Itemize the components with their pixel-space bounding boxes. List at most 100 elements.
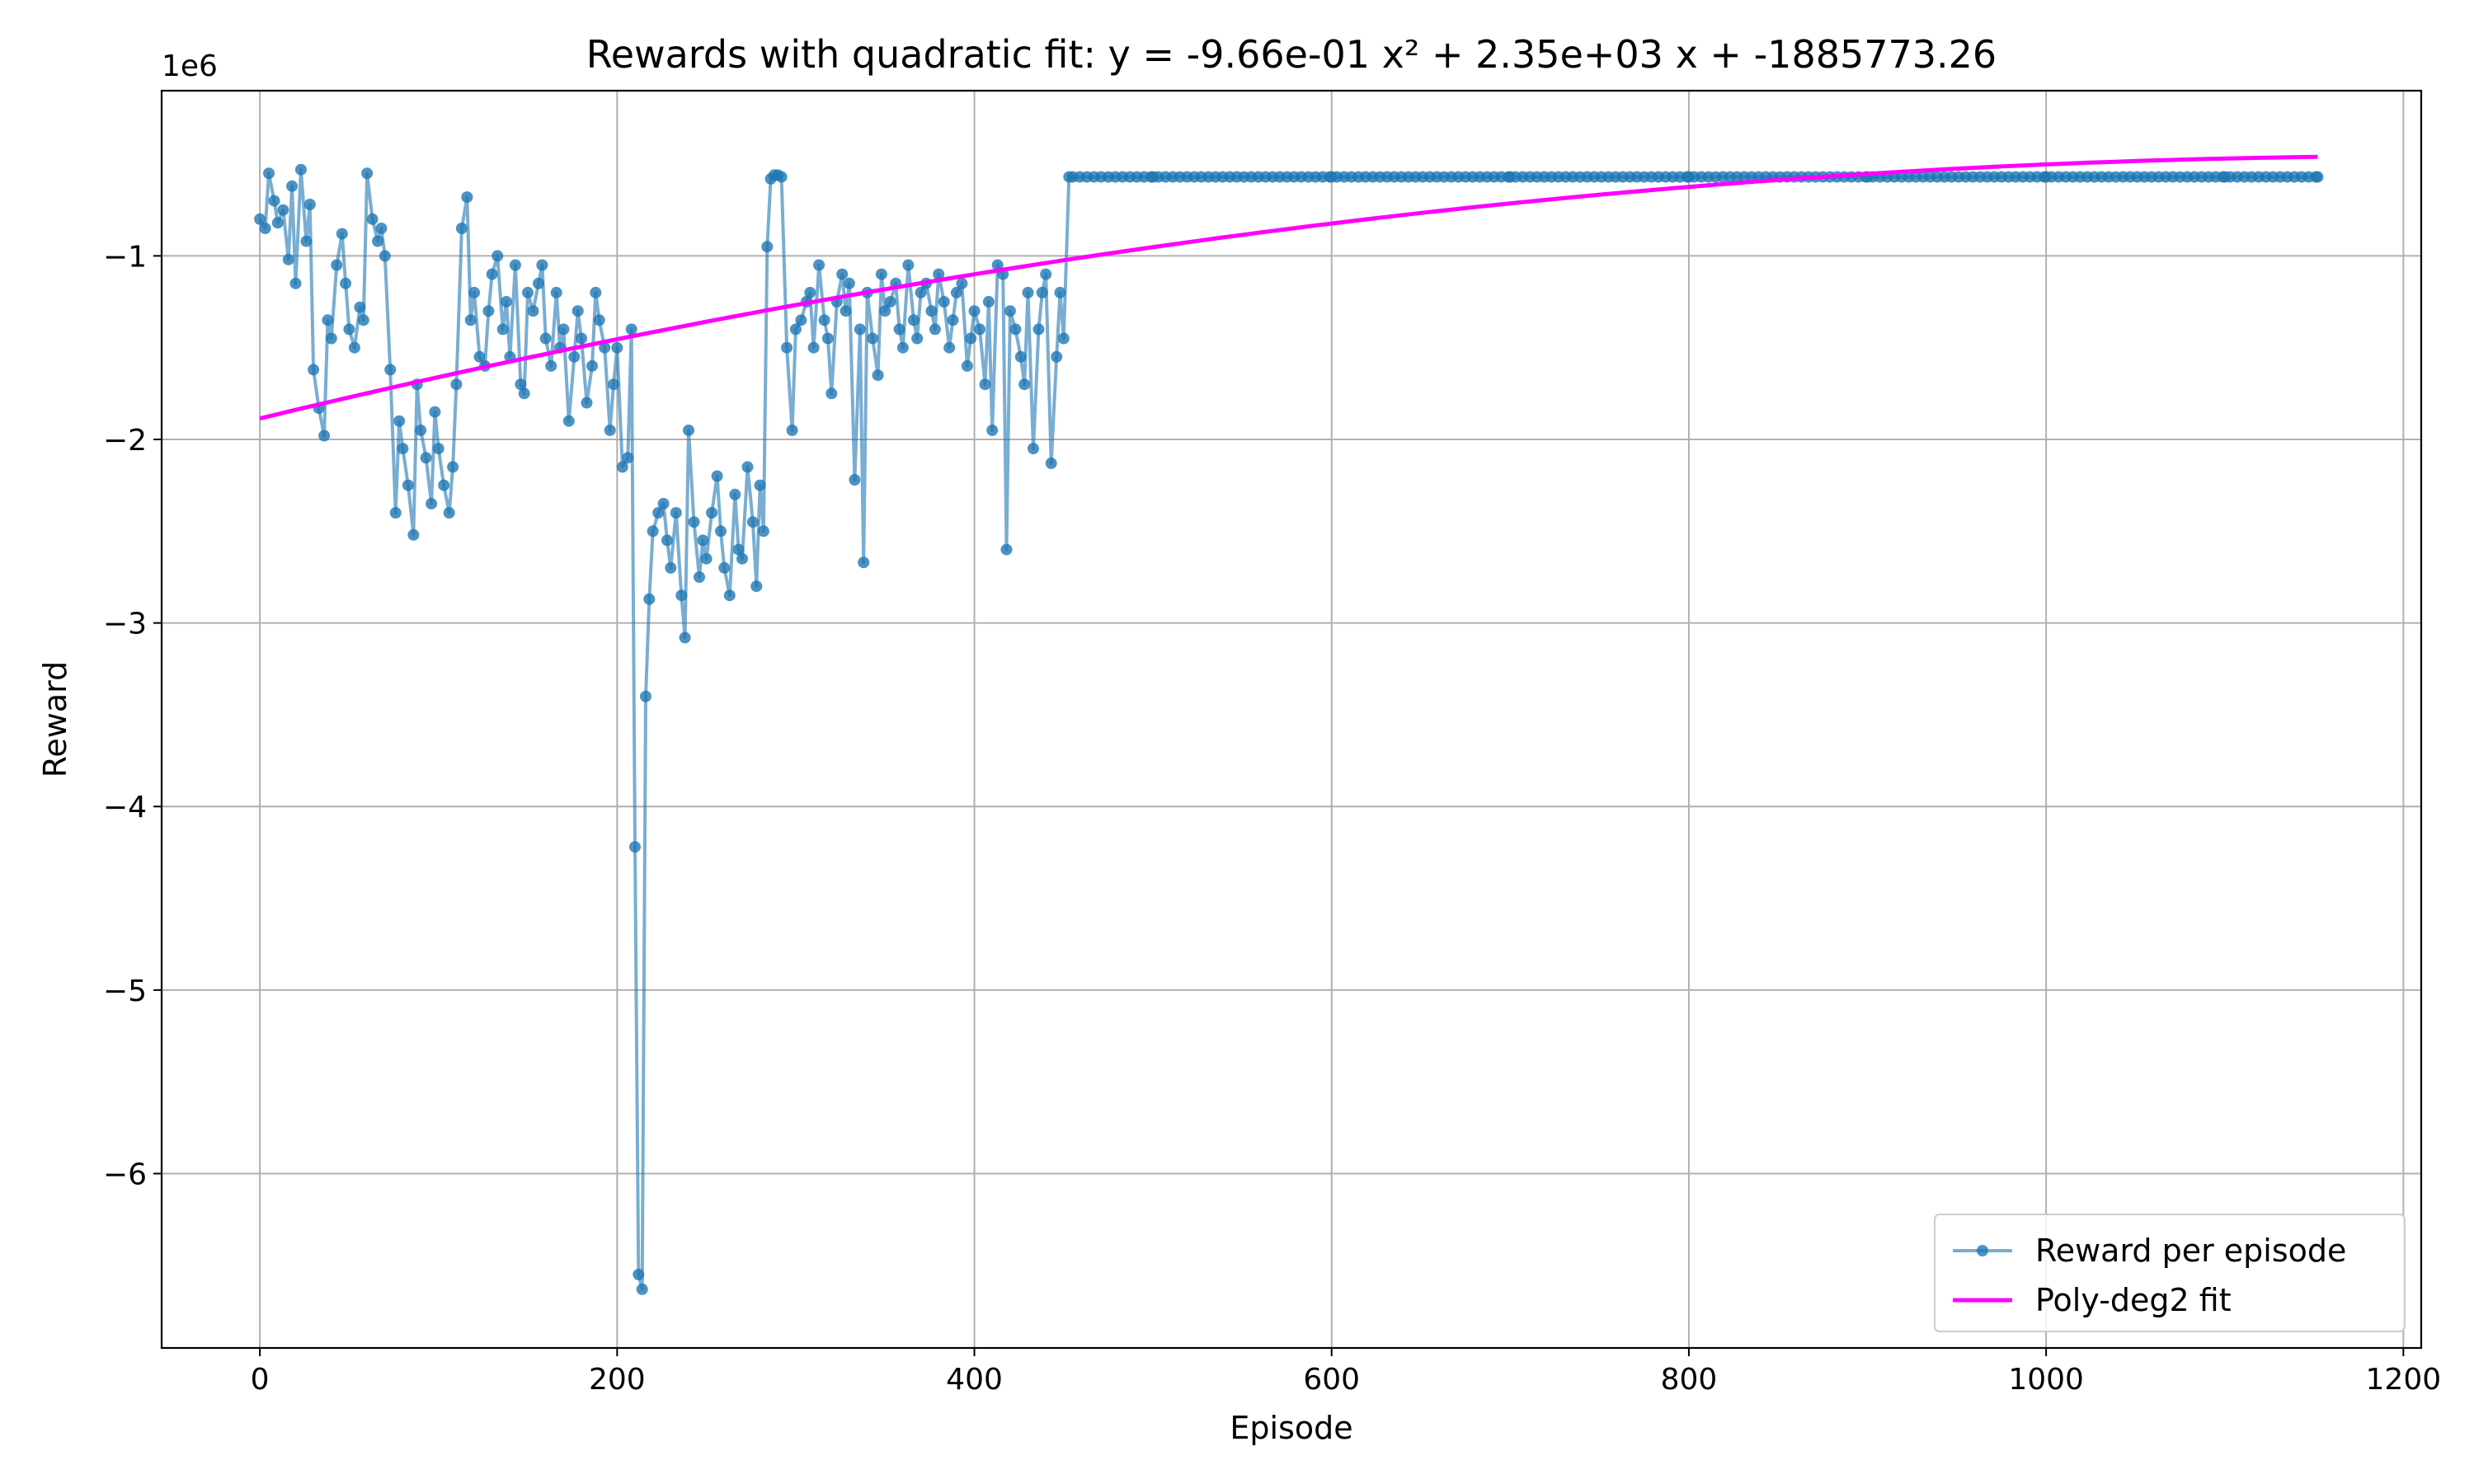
reward-point [1051,350,1063,363]
reward-point [562,415,575,427]
reward-point [426,497,438,510]
reward-point [986,424,999,436]
reward-point [732,543,745,556]
legend-reward-label: Reward per episode [2035,1233,2346,1269]
reward-point [647,525,659,538]
reward-point [858,556,870,569]
reward-point [336,228,348,240]
reward-point [974,323,985,336]
reward-point [415,424,427,436]
x-tick-label: 600 [1303,1363,1360,1397]
y-axis-label: Reward [37,661,73,778]
reward-point [915,286,927,298]
reward-point [706,507,718,519]
reward-point [643,593,656,605]
reward-point [715,525,727,538]
grid-lines [162,91,2421,1348]
reward-point [482,305,495,317]
reward-point [729,488,741,500]
reward-point [640,690,651,702]
reward-point [818,314,830,326]
reward-point [1054,286,1066,298]
reward-point [807,341,820,354]
reward-point [961,359,973,372]
x-axis-label: Episode [1230,1410,1352,1446]
reward-point [357,314,369,326]
reward-point [683,424,694,436]
reward-point [711,470,723,482]
reward-point [700,552,713,565]
reward-point [429,406,441,418]
reward-point [679,632,691,644]
reward-point [571,305,584,317]
reward-point [1022,286,1034,298]
reward-point [536,259,548,271]
y-tick-label: −6 [103,1158,147,1192]
reward-point [872,369,884,382]
reward-point [527,305,539,317]
reward-point [322,314,334,326]
y-tick-label: −3 [103,608,147,641]
reward-point [464,314,477,326]
reward-point [348,341,360,354]
reward-point [736,552,748,565]
reward-point [375,223,388,234]
reward-point [331,259,343,271]
reward-point [718,561,731,574]
reward-point [604,424,616,436]
reward-point [849,474,861,486]
reward-point [447,461,459,473]
reward-point [813,259,825,271]
reward-point [259,223,271,234]
reward-point [825,387,838,400]
reward-point [697,534,709,547]
reward-point [420,452,432,464]
reward-series-layer [254,163,2324,1295]
x-tick-label: 800 [1661,1363,1718,1397]
reward-point [925,305,938,317]
reward-point [875,268,887,280]
reward-point [843,277,855,289]
reward-point [461,191,473,204]
reward-point [354,301,366,313]
reward-point [608,378,619,391]
reward-point [300,235,313,247]
reward-point [486,268,498,280]
x-tick-label: 1200 [2366,1363,2442,1397]
reward-point [379,250,391,262]
reward-point [795,314,807,326]
reward-point [268,195,280,207]
reward-point [586,359,598,372]
reward-point [593,314,605,326]
reward-point [836,268,849,280]
reward-point [522,286,534,298]
y-tick-label: −4 [103,791,147,824]
reward-point [545,359,557,372]
reward-point [750,580,763,593]
reward-point [1018,378,1031,391]
reward-point [956,277,968,289]
legend-box [1934,1214,2406,1332]
reward-point [340,277,352,289]
reward-point [907,314,920,326]
reward-point [254,213,266,225]
reward-point [303,199,316,210]
reward-point [786,424,798,436]
reward-point [361,167,374,180]
reward-point [670,507,682,519]
legend: Reward per episode Poly-deg2 fit [1934,1214,2406,1332]
reward-point [438,479,450,491]
reward-point [450,378,463,391]
reward-point [501,296,512,308]
x-tick-label: 400 [946,1363,1003,1397]
reward-point [366,213,379,225]
reward-point [781,341,793,354]
reward-point [515,378,527,391]
reward-point [757,525,769,538]
reward-point [308,364,320,376]
reward-point [804,286,816,298]
reward-point [325,332,337,345]
reward-point [443,507,455,519]
